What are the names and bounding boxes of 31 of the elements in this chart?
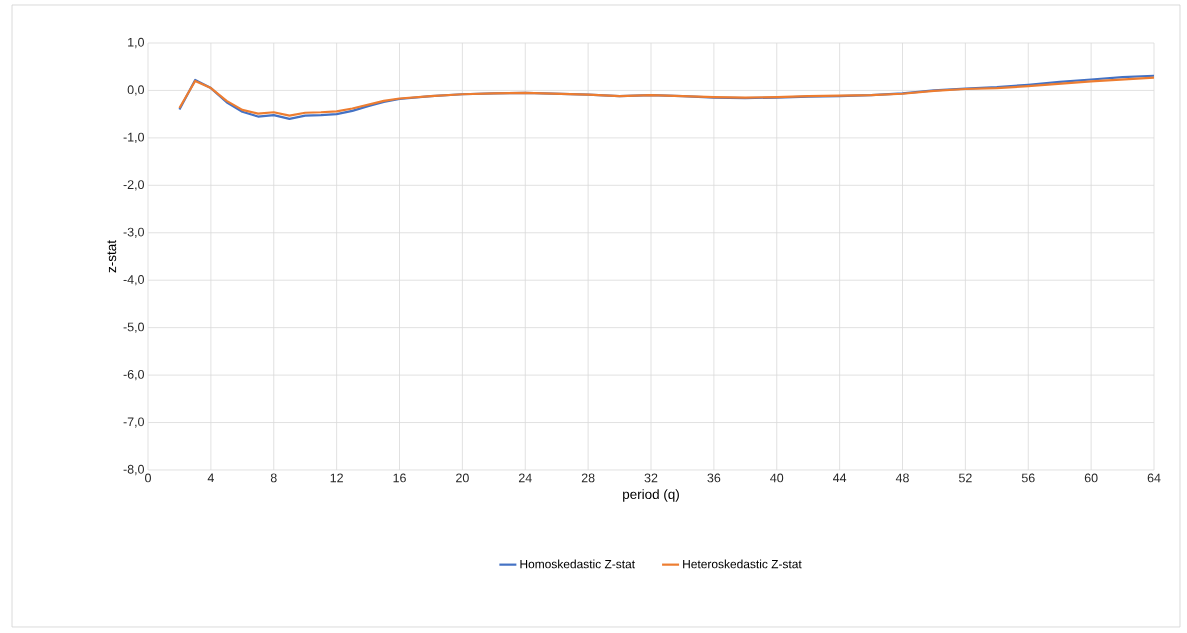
x-tick-label: 64 (1147, 473, 1161, 483)
y-tick-label: -3,0 (123, 227, 144, 238)
legend-label: Homoskedastic Z-stat (520, 559, 635, 569)
x-tick-label: 24 (518, 473, 532, 483)
x-tick-label: 8 (270, 473, 277, 483)
y-tick-label: -5,0 (123, 322, 144, 333)
legend-label: Heteroskedastic Z-stat (683, 559, 802, 569)
x-tick-label: 56 (1021, 473, 1035, 483)
x-tick-label: 12 (330, 473, 343, 483)
x-tick-label: 36 (707, 473, 721, 483)
x-tick-label: 4 (207, 473, 214, 483)
y-tick-label: -2,0 (123, 180, 144, 191)
y-tick-label: -4,0 (123, 275, 144, 286)
x-axis-title: period (q) (623, 489, 679, 502)
x-tick-label: 60 (1084, 473, 1098, 483)
x-tick-label: 16 (393, 473, 406, 483)
y-tick-label: -8,0 (123, 464, 144, 476)
y-tick-label: -6,0 (123, 369, 144, 381)
y-tick-label: -7,0 (123, 417, 144, 428)
y-axis-title: z-stat (107, 240, 117, 273)
x-tick-label: 48 (895, 473, 909, 483)
x-tick-label: 0 (145, 473, 151, 483)
y-tick-label: 0,0 (127, 85, 144, 96)
x-tick-label: 32 (644, 473, 658, 483)
x-tick-label: 52 (958, 473, 972, 483)
x-tick-label: 40 (770, 473, 784, 483)
x-tick-label: 28 (581, 473, 595, 483)
x-tick-label: 44 (832, 473, 847, 483)
y-tick-label: 1,0 (128, 37, 144, 49)
x-tick-label: 20 (456, 473, 469, 483)
y-tick-label: -1,0 (123, 132, 144, 144)
